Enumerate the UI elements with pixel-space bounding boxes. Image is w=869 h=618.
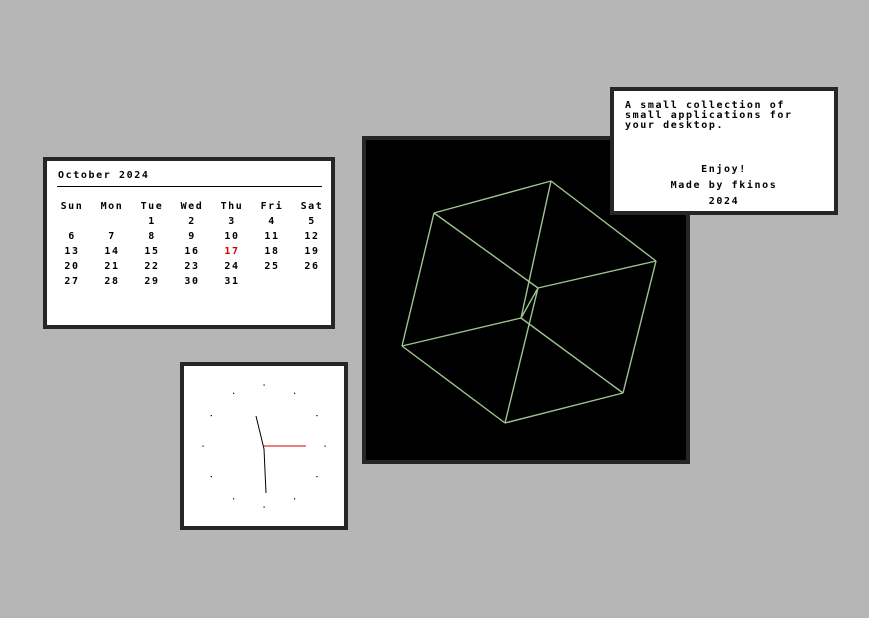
calendar-day[interactable]: 31	[224, 276, 240, 287]
cube-edge	[401, 317, 522, 347]
weekday-header-fri: Fri	[260, 201, 284, 212]
calendar-month-title: October 2024	[58, 170, 150, 181]
cube-edge	[622, 260, 657, 394]
analog-clock-face	[202, 384, 326, 508]
calendar-day[interactable]: 20	[64, 261, 80, 272]
clock-tick	[294, 392, 296, 394]
cube-edge	[401, 212, 435, 347]
calendar-day[interactable]: 11	[264, 231, 280, 242]
calendar-day[interactable]: 13	[64, 246, 80, 257]
wireframe-cube	[401, 180, 657, 424]
calendar-day[interactable]: 18	[264, 246, 280, 257]
clock-tick	[263, 506, 265, 508]
calendar-day[interactable]: 3	[228, 216, 236, 227]
calendar-day[interactable]: 28	[104, 276, 120, 287]
about-credit-text: Made by fkinos	[670, 180, 778, 191]
clock-tick	[263, 384, 265, 386]
calendar-day[interactable]: 24	[224, 261, 240, 272]
calendar-day[interactable]: 22	[144, 261, 160, 272]
calendar-day[interactable]: 26	[304, 261, 320, 272]
cube-edge	[433, 180, 552, 214]
weekday-header-sat: Sat	[300, 201, 324, 212]
calendar-day[interactable]: 30	[184, 276, 200, 287]
calendar-day[interactable]: 2	[188, 216, 196, 227]
calendar-window[interactable]: October 2024 Sun Mon Tue Wed Thu Fri Sat 1 2 3 4 5 6…	[43, 157, 335, 329]
clock-tick	[210, 415, 212, 417]
weekday-header-mon: Mon	[100, 201, 124, 212]
about-window[interactable]: A small collection of small applications…	[610, 87, 838, 215]
calendar-day[interactable]: 4	[268, 216, 276, 227]
calendar-day[interactable]: 7	[108, 231, 116, 242]
calendar-day[interactable]: 14	[104, 246, 120, 257]
clock-tick	[210, 476, 212, 478]
calendar-grid: Sun Mon Tue Wed Thu Fri Sat 1 2 3 4 5 6 7 8 9 10 11 12 13 14…	[47, 201, 331, 291]
cube-edge	[520, 317, 624, 394]
cube-edge	[550, 180, 657, 262]
cube-edge	[504, 392, 624, 424]
cube-edge	[537, 260, 657, 289]
calendar-day[interactable]: 10	[224, 231, 240, 242]
cube-edge	[401, 345, 506, 424]
calendar-day[interactable]: 6	[68, 231, 76, 242]
calendar-today[interactable]: 17	[224, 246, 240, 257]
calendar-day[interactable]: 1	[148, 216, 156, 227]
clock-hour-ticks	[202, 384, 326, 508]
weekday-header-sun: Sun	[60, 201, 84, 212]
clock-tick	[233, 498, 235, 500]
clock-tick	[202, 445, 204, 447]
cube-edge	[520, 180, 552, 319]
clock-tick	[324, 445, 326, 447]
about-description: A small collection of small applications…	[625, 100, 793, 131]
calendar-day[interactable]: 9	[188, 231, 196, 242]
about-enjoy-text: Enjoy!	[701, 164, 747, 175]
weekday-header-tue: Tue	[140, 201, 164, 212]
cube-edge	[520, 287, 539, 319]
calendar-day[interactable]: 21	[104, 261, 120, 272]
cube-edge	[433, 212, 539, 289]
clock-hour-hand	[255, 415, 267, 494]
clock-tick	[233, 392, 235, 394]
calendar-day[interactable]: 29	[144, 276, 160, 287]
weekday-header-thu: Thu	[220, 201, 244, 212]
calendar-day[interactable]: 8	[148, 231, 156, 242]
cube-edge	[504, 287, 539, 424]
calendar-day[interactable]: 16	[184, 246, 200, 257]
weekday-header-wed: Wed	[180, 201, 204, 212]
calendar-day[interactable]: 12	[304, 231, 320, 242]
calendar-divider	[57, 186, 322, 187]
clock-tick	[294, 498, 296, 500]
calendar-day[interactable]: 19	[304, 246, 320, 257]
about-year-text: 2024	[708, 196, 740, 207]
clock-tick	[316, 415, 318, 417]
clock-window[interactable]	[180, 362, 348, 530]
clock-tick	[316, 476, 318, 478]
calendar-day[interactable]: 25	[264, 261, 280, 272]
calendar-day[interactable]: 5	[308, 216, 316, 227]
calendar-day[interactable]: 15	[144, 246, 160, 257]
calendar-day[interactable]: 23	[184, 261, 200, 272]
calendar-day[interactable]: 27	[64, 276, 80, 287]
